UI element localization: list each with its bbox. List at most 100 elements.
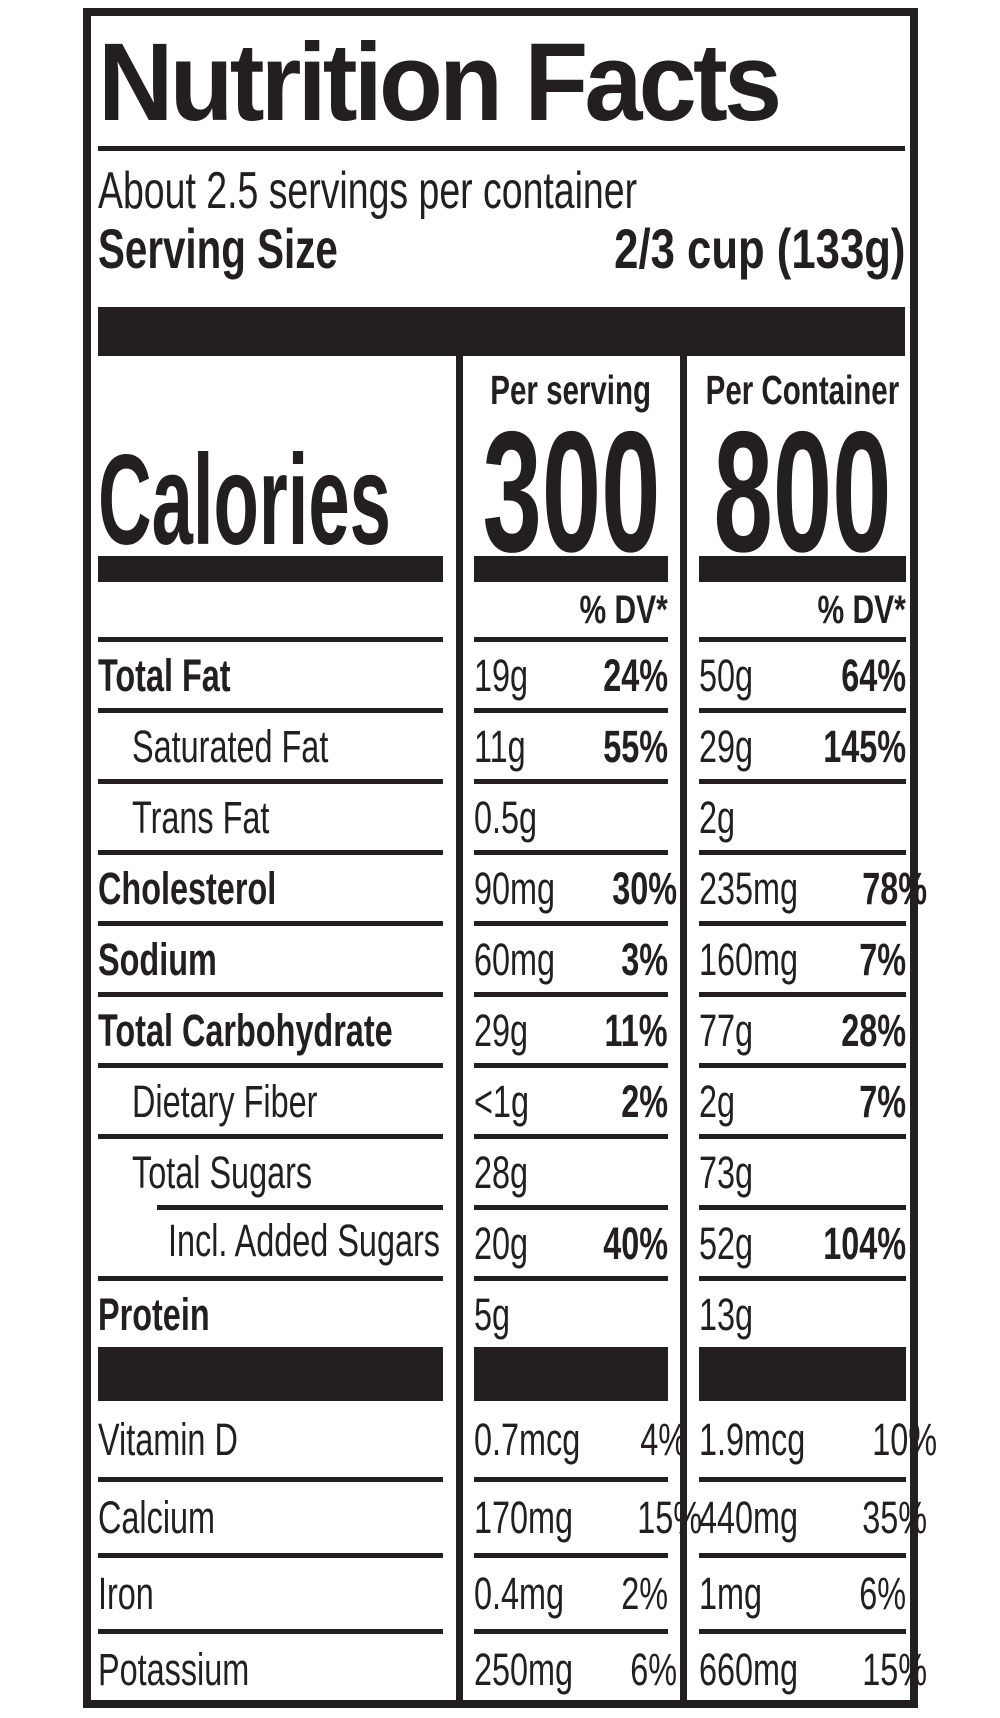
nutrient-container-dv: 145% — [823, 720, 906, 772]
per-serving-header: Per serving — [490, 367, 652, 413]
dv-header-container-text: % DV* — [817, 587, 906, 632]
nutrient-container-amount: 73g — [699, 1146, 754, 1198]
vitamin-serving-amount: 0.4mg — [474, 1568, 565, 1619]
nutrient-per-serving-cell: 60mg 3% — [474, 921, 668, 992]
nutrient-serving-amount: 29g — [474, 1004, 529, 1056]
nutrient-container-amount: 160mg — [699, 933, 799, 985]
nutrient-per-container-cell: 160mg 7% — [699, 921, 906, 992]
serving-size-label: Serving Size — [98, 217, 338, 280]
vitamin-name-cell: Iron — [98, 1553, 443, 1629]
nutrient-name-cell: Protein — [98, 1276, 443, 1347]
vitamin-serving-amount: 250mg — [474, 1644, 574, 1695]
nutrient-per-serving-cell: 0.5g — [474, 779, 668, 850]
vitamins-separator-bar-serving — [474, 1347, 668, 1401]
nutrient-serving-amount: 20g — [474, 1217, 529, 1269]
vitamin-container-amount: 1mg — [699, 1568, 763, 1619]
nutrient-per-serving-cell: 19g 24% — [474, 637, 668, 708]
vitamin-serving-dv: 6% — [629, 1644, 677, 1695]
servings-per-container: About 2.5 servings per container — [98, 163, 905, 219]
nutrient-serving-amount: 0.5g — [474, 791, 538, 843]
nutrient-serving-dv: 24% — [603, 649, 668, 701]
per-container-header: Per Container — [705, 367, 900, 413]
nutrient-per-serving-cell: 11g 55% — [474, 708, 668, 779]
nutrient-per-container-cell: 2g 7% — [699, 1063, 906, 1134]
nutrient-container-amount: 29g — [699, 720, 754, 772]
vitamin-name-cell: Potassium — [98, 1629, 443, 1705]
nutrient-name-cell: Trans Fat — [98, 779, 443, 850]
vitamin-serving-dv: 4% — [639, 1413, 687, 1465]
dv-header-spacer — [98, 582, 443, 637]
vitamin-name: Iron — [98, 1568, 154, 1619]
vitamin-container-dv: 35% — [861, 1492, 927, 1543]
vitamin-per-container-cell: 660mg 15% — [699, 1629, 927, 1705]
nutrient-container-amount: 2g — [699, 791, 736, 843]
vitamin-container-dv: 6% — [859, 1568, 906, 1619]
nutrient-name: Incl. Added Sugars — [168, 1215, 440, 1266]
nutrient-name: Sodium — [98, 933, 217, 985]
calories-underbar-serving — [474, 556, 668, 582]
nutrient-per-container-cell: 77g 28% — [699, 992, 906, 1063]
serving-size-row: Serving Size 2/3 cup (133g) — [98, 221, 905, 277]
vitamin-container-amount: 440mg — [699, 1492, 799, 1543]
nutrient-name: Saturated Fat — [132, 720, 329, 772]
vitamin-serving-amount: 170mg — [474, 1492, 574, 1543]
calories-per-serving-cell: Per serving 300 — [474, 356, 668, 588]
nutrient-name-cell: Incl. Added Sugars — [98, 1205, 443, 1276]
nutrient-container-amount: 50g — [699, 649, 754, 701]
nutrient-name: Dietary Fiber — [132, 1075, 318, 1127]
nutrient-name: Total Sugars — [132, 1146, 313, 1198]
nutrient-container-amount: 13g — [699, 1288, 754, 1340]
nutrient-serving-amount: <1g — [474, 1075, 529, 1127]
servings-per-container-text: About 2.5 servings per container — [98, 162, 638, 220]
nutrient-container-amount: 235mg — [699, 862, 799, 914]
nutrient-container-amount: 52g — [699, 1217, 754, 1269]
nutrient-per-container-cell: 50g 64% — [699, 637, 906, 708]
nutrient-container-dv: 78% — [861, 862, 927, 914]
nutrient-serving-amount: 5g — [474, 1288, 511, 1340]
serving-size-value: 2/3 cup (133g) — [613, 217, 905, 280]
calories-per-container-value: 800 — [713, 395, 892, 588]
nutrient-per-container-cell: 235mg 78% — [699, 850, 927, 921]
vitamin-container-amount: 660mg — [699, 1644, 799, 1695]
vitamin-per-serving-cell: 0.4mg 2% — [474, 1553, 668, 1629]
nutrient-serving-amount: 60mg — [474, 933, 556, 985]
vitamin-per-serving-cell: 170mg 15% — [474, 1477, 702, 1553]
nutrient-per-serving-cell: 29g 11% — [474, 992, 668, 1063]
nutrient-name: Total Fat — [98, 649, 231, 701]
vitamin-per-serving-cell: 0.7mcg 4% — [474, 1401, 687, 1477]
vitamins-separator-bar-container — [699, 1347, 906, 1401]
nutrient-name-cell: Total Fat — [98, 637, 443, 708]
nutrient-name: Cholesterol — [98, 862, 277, 914]
nutrient-per-serving-cell: 90mg 30% — [474, 850, 677, 921]
vitamin-name-cell: Vitamin D — [98, 1401, 443, 1477]
nutrient-container-amount: 77g — [699, 1004, 754, 1056]
nutrient-per-serving-cell: <1g 2% — [474, 1063, 668, 1134]
facts-grid: Calories Per serving 300 Per Container 8… — [98, 356, 937, 1705]
vitamin-per-serving-cell: 250mg 6% — [474, 1629, 677, 1705]
nutrient-container-dv: 28% — [841, 1004, 906, 1056]
vitamin-name: Potassium — [98, 1644, 250, 1695]
nutrient-per-serving-cell: 28g — [474, 1134, 668, 1205]
title-divider-rule — [98, 146, 905, 151]
vitamin-container-dv: 10% — [871, 1413, 937, 1465]
nutrient-per-container-cell: 73g — [699, 1134, 906, 1205]
nutrient-name-cell: Sodium — [98, 921, 443, 992]
nutrient-name-cell: Total Carbohydrate — [98, 992, 443, 1063]
dv-header-container: % DV* — [699, 582, 906, 637]
nutrient-name: Protein — [98, 1288, 210, 1340]
nutrient-container-dv: 64% — [841, 649, 906, 701]
nutrient-serving-amount: 11g — [474, 720, 526, 772]
vitamin-per-container-cell: 440mg 35% — [699, 1477, 927, 1553]
vitamin-per-container-cell: 1.9mcg 10% — [699, 1401, 937, 1477]
nutrient-name: Total Carbohydrate — [98, 1004, 393, 1056]
vitamin-per-container-cell: 1mg 6% — [699, 1553, 906, 1629]
nutrient-name-cell: Dietary Fiber — [98, 1063, 443, 1134]
calories-per-serving-value: 300 — [482, 395, 660, 588]
column-divider-1 — [456, 356, 463, 1705]
dv-header-serving: % DV* — [474, 582, 668, 637]
nutrient-serving-dv: 11% — [604, 1004, 668, 1056]
vitamin-name-cell: Calcium — [98, 1477, 443, 1553]
nutrient-per-serving-cell: 20g 40% — [474, 1205, 668, 1276]
nutrient-name-cell: Saturated Fat — [98, 708, 443, 779]
nutrient-serving-amount: 90mg — [474, 862, 556, 914]
